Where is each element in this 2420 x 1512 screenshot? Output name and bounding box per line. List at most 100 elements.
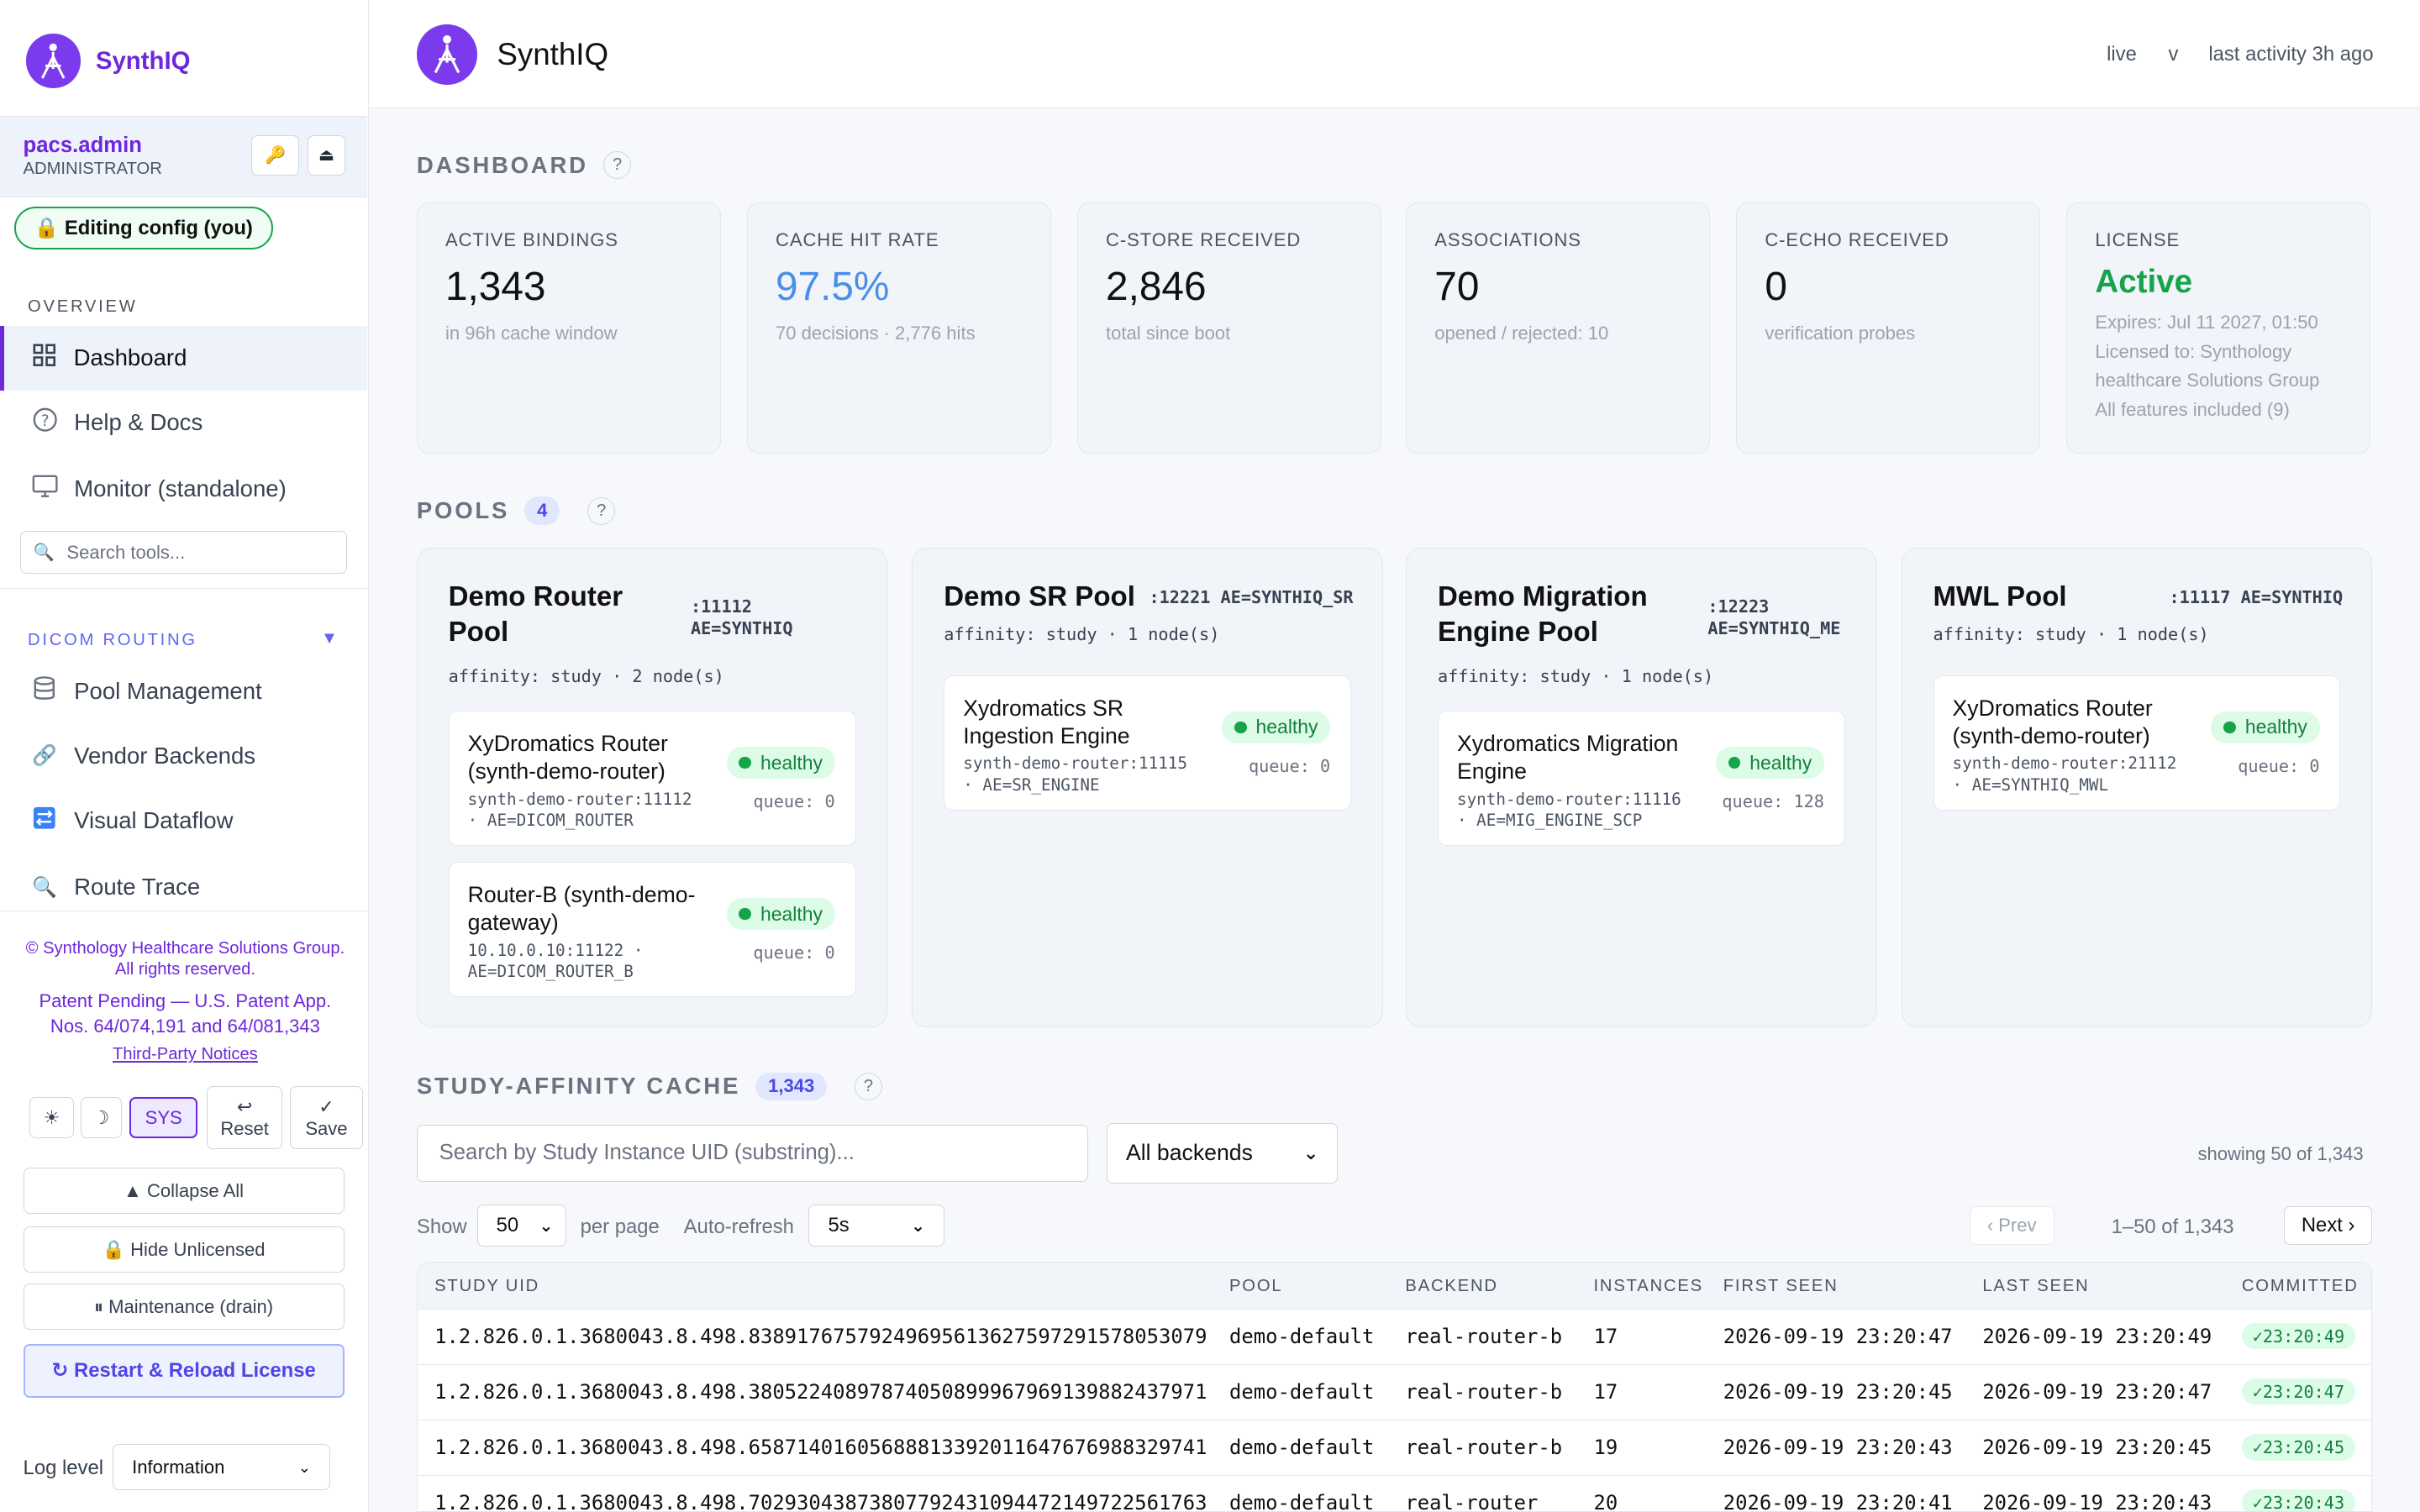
username: pacs.admin bbox=[23, 133, 142, 157]
sidebar-item-help-docs[interactable]: ? Help & Docs bbox=[0, 391, 367, 455]
table-row[interactable]: 1.2.826.0.1.3680043.8.498.83891767579249… bbox=[417, 1310, 2371, 1365]
help-icon[interactable]: ? bbox=[603, 150, 632, 180]
third-party-notices-link[interactable]: Third-Party Notices bbox=[113, 1045, 258, 1064]
change-password-button[interactable]: 🔑 bbox=[251, 134, 300, 176]
dicom-routing-section-label[interactable]: DICOM ROUTING bbox=[28, 631, 197, 650]
sidebar-item-pool-management[interactable]: Pool Management bbox=[0, 659, 367, 723]
reset-button[interactable]: ↩ Reset bbox=[207, 1086, 283, 1150]
stat-card-active-bindings: ACTIVE BINDINGS 1,343 in 96h cache windo… bbox=[416, 202, 721, 454]
save-button[interactable]: ✓ Save bbox=[290, 1086, 363, 1150]
column-header[interactable]: LAST SEEN bbox=[1982, 1276, 2090, 1295]
pool-name: Demo Router Pool bbox=[448, 580, 623, 648]
node-status-badge: healthy bbox=[726, 898, 835, 931]
pools-section-header: POOLS 4 ? bbox=[417, 496, 616, 525]
pool-node[interactable]: XyDromatics Router (synth-demo-router) s… bbox=[448, 710, 856, 847]
table-row[interactable]: 1.2.826.0.1.3680043.8.498.38052240897874… bbox=[417, 1365, 2371, 1420]
per-page-select[interactable]: 50 ⌄ bbox=[476, 1205, 567, 1247]
log-level-select[interactable]: Information ⌄ bbox=[113, 1444, 331, 1491]
column-header[interactable]: STUDY UID bbox=[434, 1276, 540, 1295]
pool-node[interactable]: XyDromatics Router (synth-demo-router) s… bbox=[1933, 675, 2341, 811]
theme-dark-button[interactable]: ☽ bbox=[80, 1096, 123, 1139]
per-page-label: per page bbox=[580, 1215, 660, 1239]
check-icon: ✓ bbox=[318, 1095, 334, 1117]
sidebar-item-vendor-backends[interactable]: 🔗 Vendor Backends bbox=[0, 723, 367, 788]
sidebar-item-route-trace[interactable]: 🔍 Route Trace bbox=[0, 855, 367, 920]
next-page-button[interactable]: Next › bbox=[2284, 1206, 2372, 1246]
sidebar-search-input[interactable]: 🔍 Search tools... bbox=[19, 530, 348, 575]
column-header[interactable]: INSTANCES bbox=[1593, 1276, 1704, 1295]
chevron-down-icon: ⌄ bbox=[297, 1457, 312, 1476]
sidebar-item-monitor[interactable]: Monitor (standalone) bbox=[0, 457, 367, 522]
committed-badge: ✓23:20:45 bbox=[2241, 1434, 2355, 1461]
cell-instances: 17 bbox=[1593, 1379, 1618, 1404]
stat-card-associations: ASSOCIATIONS 70 opened / rejected: 10 bbox=[1406, 202, 1711, 454]
pool-node[interactable]: Xydromatics Migration Engine synth-demo-… bbox=[1437, 710, 1845, 847]
moon-icon: ☽ bbox=[92, 1106, 110, 1128]
table-row[interactable]: 1.2.826.0.1.3680043.8.498.65871401605688… bbox=[417, 1420, 2371, 1476]
study-uid-search-input[interactable]: Search by Study Instance UID (substring)… bbox=[416, 1124, 1088, 1182]
pool-name: MWL Pool bbox=[1933, 580, 2067, 612]
node-queue: queue: 0 bbox=[753, 942, 835, 963]
main-content: SynthIQ live v last activity 3h ago DASH… bbox=[368, 0, 2420, 1512]
node-status-badge: healthy bbox=[726, 747, 835, 780]
restart-reload-license-button[interactable]: ↻ Restart & Reload License bbox=[23, 1343, 345, 1399]
search-icon: 🔍 bbox=[33, 543, 55, 563]
logout-button[interactable]: ⏏ bbox=[307, 134, 346, 176]
pool-affinity: affinity: study · 1 node(s) bbox=[1437, 665, 1714, 686]
sidebar-item-dashboard[interactable]: Dashboard bbox=[0, 325, 368, 391]
sidebar-item-visual-dataflow[interactable]: Visual Dataflow bbox=[0, 789, 367, 853]
node-status-badge: healthy bbox=[1222, 711, 1331, 743]
sidebar-item-label: Pool Management bbox=[74, 677, 262, 704]
stat-sub: verification probes bbox=[1765, 322, 1916, 344]
pool-card[interactable]: Demo SR Pool :12221 AE=SYNTHIQ_SR affini… bbox=[912, 548, 1383, 1028]
node-address: synth-demo-router:11112 · AE=DICOM_ROUTER bbox=[467, 789, 692, 831]
pool-card[interactable]: Demo Migration Engine Pool :12223 AE=SYNT… bbox=[1406, 548, 1877, 1028]
pool-card[interactable]: MWL Pool :11117 AE=SYNTHIQ affinity: stu… bbox=[1901, 548, 2372, 1028]
cell-backend: real-router-b bbox=[1405, 1436, 1563, 1460]
stat-value: 70 bbox=[1434, 264, 1480, 309]
live-status[interactable]: live bbox=[2107, 43, 2137, 66]
pool-name: Demo Migration Engine Pool bbox=[1437, 580, 1648, 648]
auto-refresh-select[interactable]: 5s ⌄ bbox=[808, 1205, 945, 1247]
sidebar-item-label: Route Trace bbox=[74, 874, 201, 900]
column-header[interactable]: POOL bbox=[1229, 1276, 1283, 1295]
editing-config-badge: 🔒 Editing config (you) bbox=[13, 207, 273, 250]
pool-node[interactable]: Router-B (synth-demo-gateway) 10.10.0.10… bbox=[448, 861, 856, 998]
maintenance-button[interactable]: ⏸ Maintenance (drain) bbox=[23, 1284, 345, 1331]
overview-section-label: OVERVIEW bbox=[28, 297, 138, 317]
hide-unlicensed-button[interactable]: 🔒 Hide Unlicensed bbox=[23, 1226, 345, 1273]
pools-count-badge: 4 bbox=[524, 496, 560, 525]
cell-instances: 20 bbox=[1593, 1491, 1618, 1512]
help-icon[interactable]: ? bbox=[855, 1072, 883, 1100]
cell-instances: 19 bbox=[1593, 1436, 1618, 1460]
sidebar-item-label: Help & Docs bbox=[74, 409, 203, 436]
column-header[interactable]: COMMITTED bbox=[2241, 1276, 2359, 1295]
pool-affinity: affinity: study · 1 node(s) bbox=[944, 624, 1220, 644]
license-status: Active bbox=[2095, 263, 2193, 300]
chevron-down-icon[interactable]: ▼ bbox=[321, 629, 339, 648]
theme-system-button[interactable]: SYS bbox=[129, 1096, 198, 1139]
column-header[interactable]: BACKEND bbox=[1405, 1276, 1498, 1295]
pool-address: :12221 AE=SYNTHIQ_SR bbox=[1149, 586, 1354, 607]
theme-light-button[interactable]: ☀ bbox=[29, 1096, 75, 1139]
prev-page-button[interactable]: ‹ Prev bbox=[1969, 1206, 2054, 1246]
cell-backend: real-router bbox=[1405, 1491, 1539, 1512]
backend-filter-select[interactable]: All backends ⌄ bbox=[1106, 1123, 1339, 1184]
status-menu-toggle[interactable]: v bbox=[2168, 43, 2179, 66]
sidebar-brand[interactable]: SynthIQ bbox=[26, 34, 190, 88]
node-name: Xydromatics Migration Engine bbox=[1456, 730, 1679, 784]
help-icon[interactable]: ? bbox=[587, 496, 616, 525]
table-row[interactable]: 1.2.826.0.1.3680043.8.498.70293043873807… bbox=[418, 1476, 2371, 1512]
column-header[interactable]: FIRST SEEN bbox=[1723, 1276, 1839, 1295]
license-features: All features included (9) bbox=[2095, 399, 2290, 421]
eject-icon: ⏏ bbox=[318, 146, 334, 165]
pool-address: :11112 AE=SYNTHIQ bbox=[691, 596, 793, 638]
monitor-icon bbox=[31, 475, 59, 504]
collapse-all-button[interactable]: ▲ Collapse All bbox=[23, 1168, 345, 1215]
stat-sub: opened / rejected: 10 bbox=[1434, 322, 1609, 344]
link-icon: 🔗 bbox=[32, 744, 58, 768]
divider bbox=[0, 587, 368, 589]
pool-node[interactable]: Xydromatics SR Ingestion Engine synth-de… bbox=[944, 675, 1352, 811]
page-range: 1–50 of 1,343 bbox=[2111, 1215, 2234, 1239]
pool-card[interactable]: Demo Router Pool :11112 AE=SYNTHIQ affini… bbox=[416, 548, 888, 1028]
